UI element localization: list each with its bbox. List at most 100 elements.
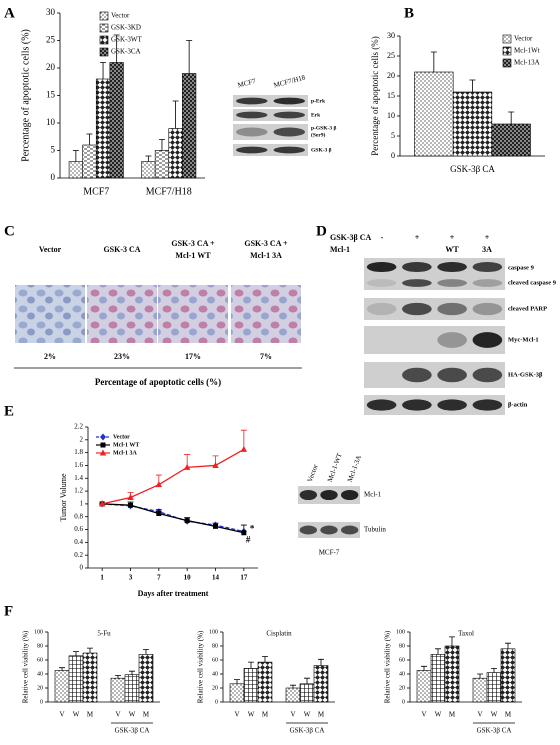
y-tick-label: 5 xyxy=(391,131,395,140)
bar xyxy=(285,687,301,703)
error-bar xyxy=(421,665,427,671)
y-tick-label: 80 xyxy=(212,643,218,649)
blot-band-label: β-actin xyxy=(508,401,528,408)
panel-letter: F xyxy=(4,603,13,619)
legend-label: Mcl-1Wt xyxy=(514,47,540,55)
legend-swatch xyxy=(99,11,109,21)
legend-swatch xyxy=(99,23,109,33)
blot-band-label: cleaved caspase 9 xyxy=(508,279,557,286)
group-label: GSK-3β CA xyxy=(290,727,325,735)
legend-marker xyxy=(99,449,107,456)
legend-marker xyxy=(100,433,106,441)
legend-label: Mcl-1 WT xyxy=(113,442,139,448)
y-tick-label: 100 xyxy=(396,629,405,635)
bar xyxy=(243,668,259,703)
error-bar xyxy=(469,79,476,92)
bar xyxy=(138,654,154,703)
y-tick-label: 60 xyxy=(399,657,405,663)
x-tick-label: V xyxy=(234,711,239,719)
marker xyxy=(240,445,248,452)
y-tick-label: 60 xyxy=(37,657,43,663)
bar xyxy=(229,683,245,703)
blot-band xyxy=(472,279,503,287)
micrograph xyxy=(158,285,228,343)
row-label: Mcl-1 xyxy=(330,245,350,254)
blot-band-label: Myc-Mcl-1 xyxy=(508,336,539,343)
legend-swatch xyxy=(502,58,512,68)
blot-band xyxy=(472,399,503,411)
x-tick-label: 17 xyxy=(240,574,248,582)
blot-band xyxy=(366,399,397,411)
blot-band xyxy=(236,97,268,105)
blot-band xyxy=(236,127,268,137)
error-bar xyxy=(505,642,511,649)
x-tick-label: 1 xyxy=(100,574,104,582)
legend-label: Vector xyxy=(111,12,130,20)
x-tick-label: M xyxy=(318,711,325,719)
blot-band xyxy=(472,261,503,273)
x-tick-label: M xyxy=(505,711,512,719)
blot-band xyxy=(236,111,268,119)
error-bar xyxy=(115,675,121,679)
y-tick-label: 40 xyxy=(399,671,405,677)
legend-marker xyxy=(100,442,106,448)
legend-swatch xyxy=(502,46,512,56)
error-bar xyxy=(143,649,149,655)
bar xyxy=(491,123,531,157)
blot-band xyxy=(273,111,305,119)
column-title: GSK-3 CA + xyxy=(244,239,288,248)
chart-title: 5-Fu xyxy=(97,630,111,638)
annotation: # xyxy=(246,535,251,545)
y-tick-label: 2.2 xyxy=(74,423,83,431)
y-axis-label: Tumor Volume xyxy=(59,473,68,522)
y-tick-label: 30 xyxy=(46,7,56,17)
bar xyxy=(444,645,460,703)
y-tick-label: 10 xyxy=(387,111,395,120)
column-title: GSK-3 CA + xyxy=(171,239,215,248)
lane-label: 3A xyxy=(482,245,492,254)
y-tick-label: 80 xyxy=(399,643,405,649)
bar xyxy=(82,652,98,703)
y-tick-label: 1.2 xyxy=(74,487,83,495)
y-tick-label: 15 xyxy=(46,90,56,100)
x-tick-label: W xyxy=(73,711,80,719)
marker xyxy=(155,481,163,488)
blot-strip xyxy=(364,276,505,290)
bar xyxy=(141,161,156,179)
blot-band xyxy=(273,127,305,137)
blot-strip xyxy=(364,395,505,415)
blot-band xyxy=(320,489,338,501)
percent-label: 17% xyxy=(185,352,201,361)
blot-band xyxy=(273,97,305,105)
chart-title: Cisplatin xyxy=(266,630,292,638)
bar xyxy=(414,71,454,157)
marker xyxy=(241,530,247,536)
x-tick-label: 14 xyxy=(212,574,220,582)
error-bar xyxy=(87,647,93,653)
bar xyxy=(472,677,488,703)
y-tick-label: 80 xyxy=(37,643,43,649)
y-axis-label: Percentage of apoptotic cells (%) xyxy=(370,36,380,155)
group-label: GSK-3β CA xyxy=(115,727,150,735)
x-tick-label: M xyxy=(87,711,94,719)
error-bar xyxy=(449,636,455,646)
error-bar xyxy=(72,150,79,162)
legend-label: GSK-3CA xyxy=(111,48,141,56)
y-axis-label: Relative cell viability (%) xyxy=(197,630,205,703)
y-tick-label: 1.8 xyxy=(74,448,83,456)
blot-band-label: p-GSK-3 β xyxy=(311,125,336,131)
blot-band xyxy=(402,261,432,273)
panel-letter: A xyxy=(4,5,15,21)
y-tick-label: 10 xyxy=(46,117,56,127)
legend-swatch xyxy=(99,47,109,57)
bar xyxy=(486,672,502,703)
column-title: Mcl-1 3A xyxy=(250,251,282,260)
bar xyxy=(500,648,516,703)
error-bar xyxy=(158,139,165,151)
bar xyxy=(182,73,197,179)
bar xyxy=(168,128,183,179)
y-tick-label: 2 xyxy=(80,435,84,443)
blot-band xyxy=(437,367,467,383)
x-tick-label: V xyxy=(421,711,426,719)
